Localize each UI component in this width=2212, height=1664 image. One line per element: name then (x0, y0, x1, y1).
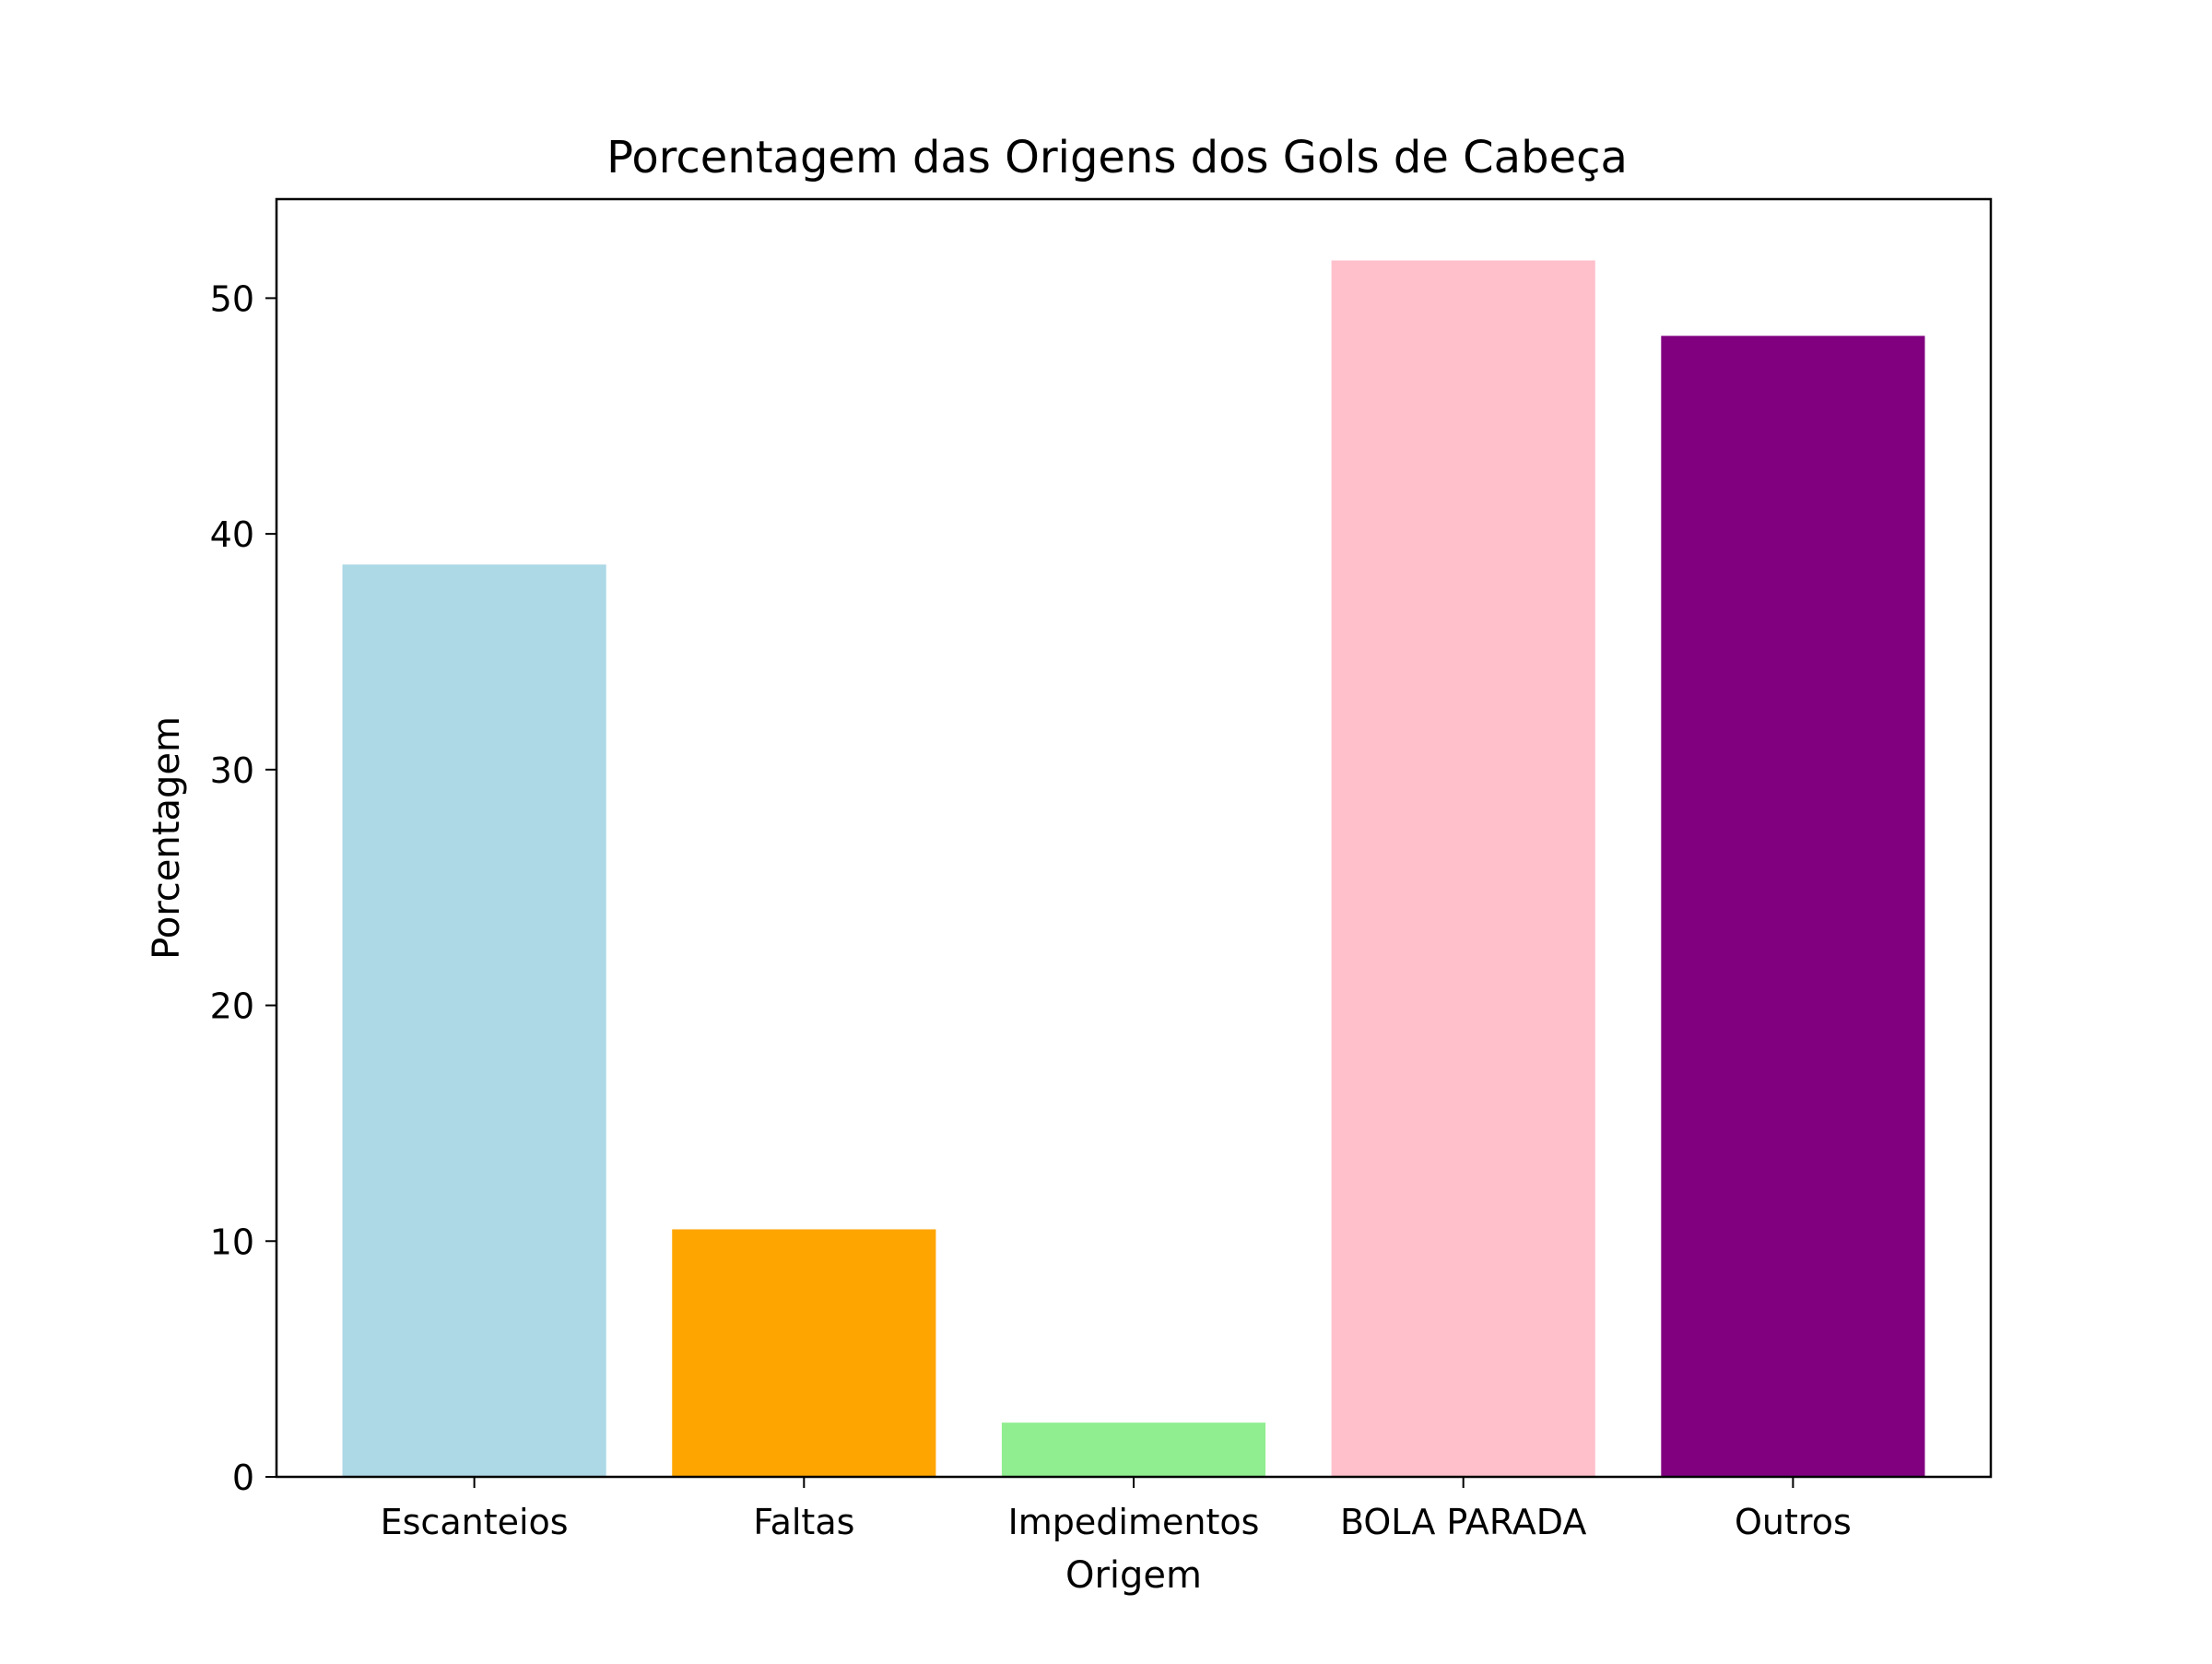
x-tick-label: BOLA PARADA (1340, 1502, 1586, 1542)
x-axis-label: Origem (1065, 1554, 1202, 1597)
plot-frame (275, 197, 1993, 1479)
y-tick-label: 20 (210, 986, 254, 1027)
bar-impedimentos (1001, 1422, 1266, 1477)
y-axis-label: Porcentagem (146, 716, 188, 960)
bar-escanteios (342, 564, 606, 1477)
y-tick-label: 40 (210, 514, 254, 555)
x-tick-label: Outros (1735, 1502, 1852, 1542)
y-tick-label: 10 (210, 1221, 254, 1262)
y-tick-label: 0 (232, 1457, 254, 1498)
y-axis: 0 10 20 30 40 50 (210, 278, 276, 1498)
bars-layer (342, 260, 1925, 1478)
x-tick-label: Faltas (753, 1502, 854, 1542)
bar-faltas (672, 1229, 936, 1477)
y-tick-label: 30 (210, 750, 254, 791)
y-tick-label: 50 (210, 278, 254, 319)
x-tick-label: Escanteios (381, 1502, 569, 1542)
bar-bola-parada (1331, 260, 1595, 1478)
x-axis: Escanteios Faltas Impedimentos BOLA PARADA O… (381, 1477, 1852, 1542)
chart-title: Porcentagem das Origens dos Gols de Cabe… (606, 132, 1628, 183)
bar-outros (1661, 336, 1925, 1477)
x-tick-label: Impedimentos (1008, 1502, 1260, 1542)
